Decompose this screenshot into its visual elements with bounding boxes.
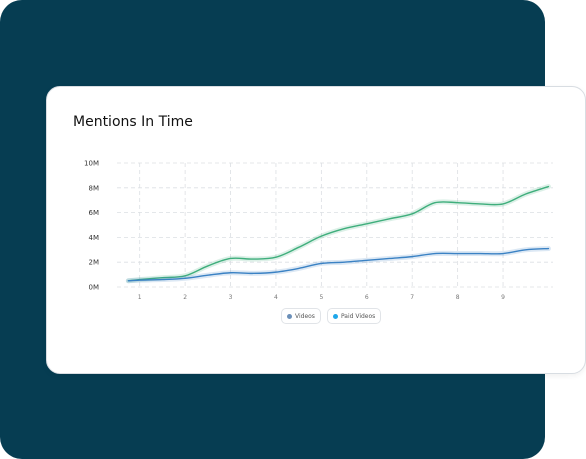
legend-label: Videos	[295, 312, 315, 320]
chart-legend: Videos Paid Videos	[281, 308, 382, 324]
chart-card: Mentions In Time 0M 2M 4M 6M 8M 10M 1 2 3 4 5 6 7 8 9…	[46, 86, 586, 374]
x-tick-label: 6	[365, 294, 369, 301]
x-tick-label: 1	[138, 294, 142, 301]
line-chart: 0M 2M 4M 6M 8M 10M 1 2 3 4 5 6 7 8 9	[84, 160, 553, 301]
series-line-0	[127, 185, 550, 282]
y-tick-label: 8M	[89, 184, 100, 192]
legend-dot-icon	[332, 313, 338, 319]
series-glow	[125, 184, 551, 284]
y-tick-label: 0M	[89, 284, 100, 292]
chart-title: Mentions In Time	[73, 114, 193, 130]
x-tick-label: 3	[229, 294, 233, 301]
legend-item-paid-videos[interactable]: Paid Videos	[326, 308, 382, 324]
x-tick-label: 7	[410, 294, 414, 301]
y-tick-label: 6M	[89, 209, 100, 217]
y-tick-label: 10M	[84, 160, 99, 168]
legend-dot-icon	[287, 313, 292, 319]
x-tick-label: 4	[274, 294, 278, 301]
legend-label: Paid Videos	[340, 312, 376, 320]
legend-item-videos[interactable]: Videos	[281, 308, 321, 324]
x-tick-label: 9	[501, 294, 505, 301]
x-tick-label: 5	[319, 294, 323, 301]
x-tick-label: 8	[456, 294, 460, 301]
y-tick-label: 2M	[89, 259, 100, 267]
series-line-1	[127, 247, 550, 282]
x-tick-label: 2	[183, 294, 187, 301]
y-tick-label: 4M	[89, 234, 100, 242]
